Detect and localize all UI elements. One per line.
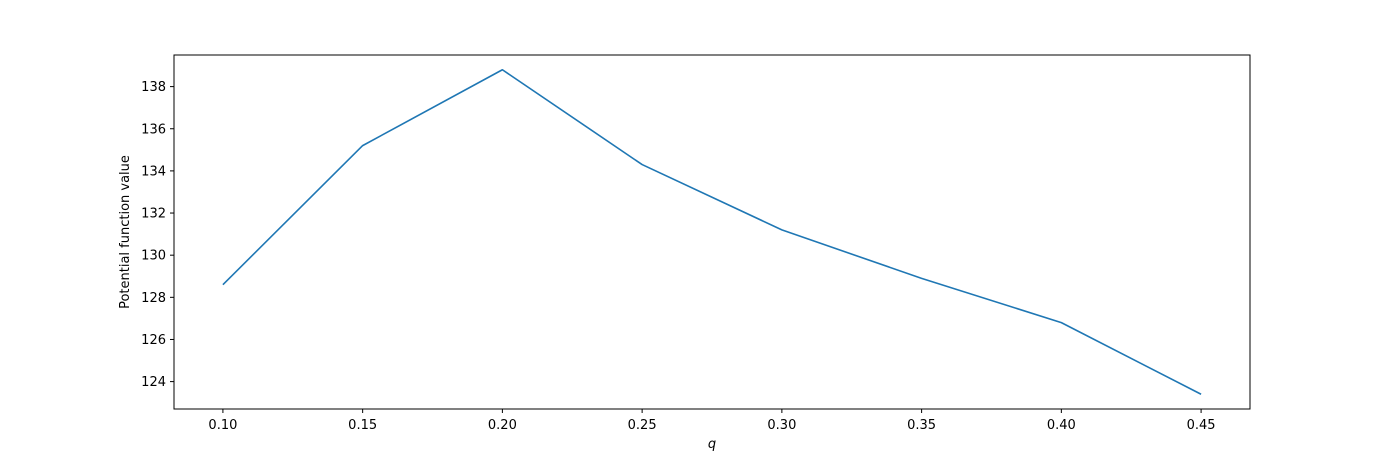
y-tick-label: 124 [141,375,166,390]
y-tick-label: 132 [141,207,166,222]
x-tick-label: 0.10 [208,418,237,433]
y-tick-label: 128 [141,291,166,306]
x-tick-label: 0.20 [488,418,517,433]
x-axis-ticks: 0.10 0.15 0.20 0.25 0.30 0.35 0.40 0.45 [208,409,1216,433]
series-group [222,68,1202,395]
plot-frame [173,54,1251,410]
x-tick-label: 0.45 [1187,418,1216,433]
x-tick-label: 0.15 [348,418,377,433]
y-tick-label: 130 [141,249,166,264]
x-tick-label: 0.35 [907,418,936,433]
x-tick-label: 0.40 [1047,418,1076,433]
y-tick-label: 138 [141,80,166,95]
y-tick-label: 126 [141,333,166,348]
x-tick-label: 0.30 [767,418,796,433]
y-tick-label: 136 [141,122,166,137]
y-axis-label: Potential function value [118,155,133,309]
x-axis-label: q [708,437,716,452]
plot-area [174,55,1250,409]
y-tick-label: 134 [141,164,166,179]
x-tick-label: 0.25 [628,418,657,433]
series-line [222,68,1202,395]
y-axis-ticks: 124 126 128 130 132 134 136 138 [141,80,174,390]
